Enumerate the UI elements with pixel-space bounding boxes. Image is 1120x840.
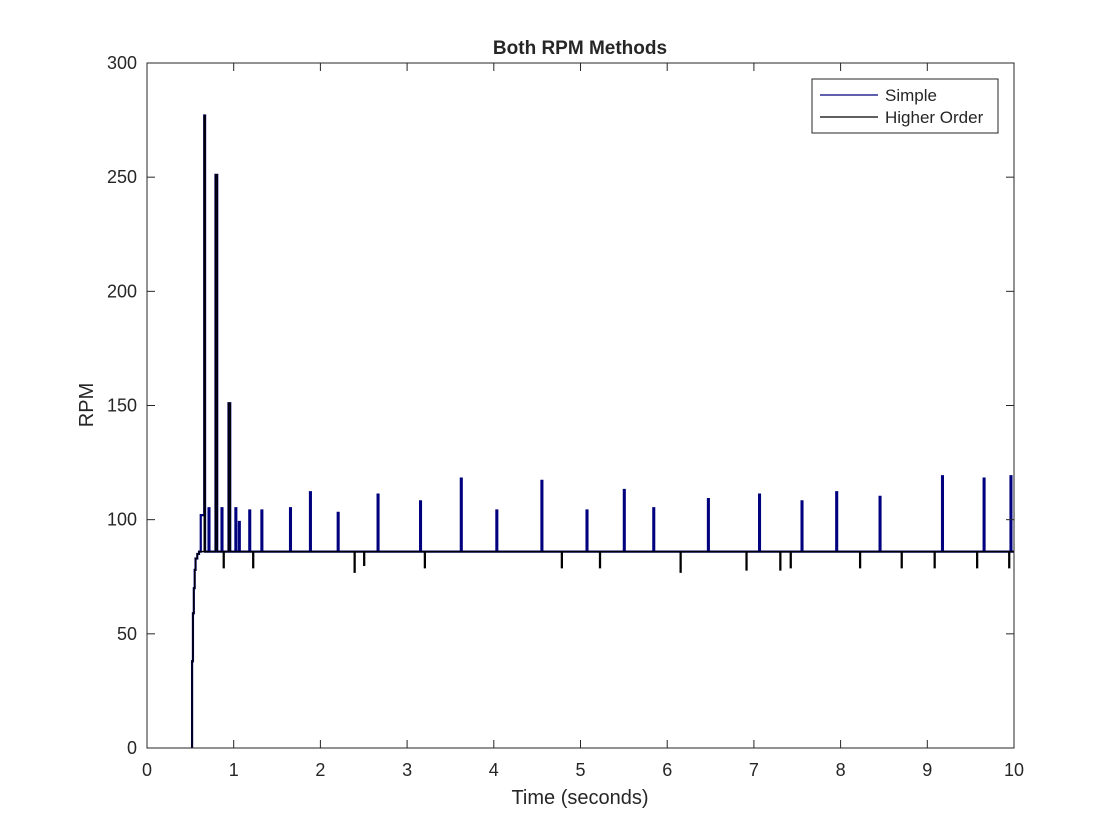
x-axis-label: Time (seconds) xyxy=(511,787,648,809)
x-tick-label: 4 xyxy=(489,760,499,780)
x-tick-label: 10 xyxy=(1004,760,1024,780)
legend-box xyxy=(811,78,999,134)
legend: Simple Higher Order xyxy=(811,78,999,134)
series-line-higher-order xyxy=(191,114,1014,748)
x-tick-label: 3 xyxy=(402,760,412,780)
legend-label-higher-order: Higher Order xyxy=(885,108,984,127)
legend-label-simple: Simple xyxy=(885,86,937,105)
y-axis-ticks: 0 50 100 150 200 250 300 xyxy=(107,53,1014,758)
y-tick-label: 100 xyxy=(107,510,137,530)
y-tick-label: 150 xyxy=(107,396,137,416)
x-tick-label: 9 xyxy=(922,760,932,780)
x-tick-label: 5 xyxy=(575,760,585,780)
y-tick-label: 250 xyxy=(107,167,137,187)
x-tick-label: 0 xyxy=(142,760,152,780)
x-tick-label: 6 xyxy=(662,760,672,780)
y-tick-label: 50 xyxy=(117,624,137,644)
x-tick-label: 1 xyxy=(229,760,239,780)
y-tick-label: 300 xyxy=(107,53,137,73)
x-tick-label: 8 xyxy=(836,760,846,780)
chart-title: Both RPM Methods xyxy=(493,38,667,59)
y-tick-label: 200 xyxy=(107,281,137,301)
x-axis-ticks: 0 1 2 3 4 5 6 7 8 9 10 xyxy=(142,63,1024,780)
plot-area xyxy=(147,63,1014,748)
series-layer xyxy=(190,114,1014,748)
x-tick-label: 2 xyxy=(315,760,325,780)
x-tick-label: 7 xyxy=(749,760,759,780)
y-axis-label: RPM xyxy=(76,383,98,427)
y-tick-label: 0 xyxy=(127,738,137,758)
